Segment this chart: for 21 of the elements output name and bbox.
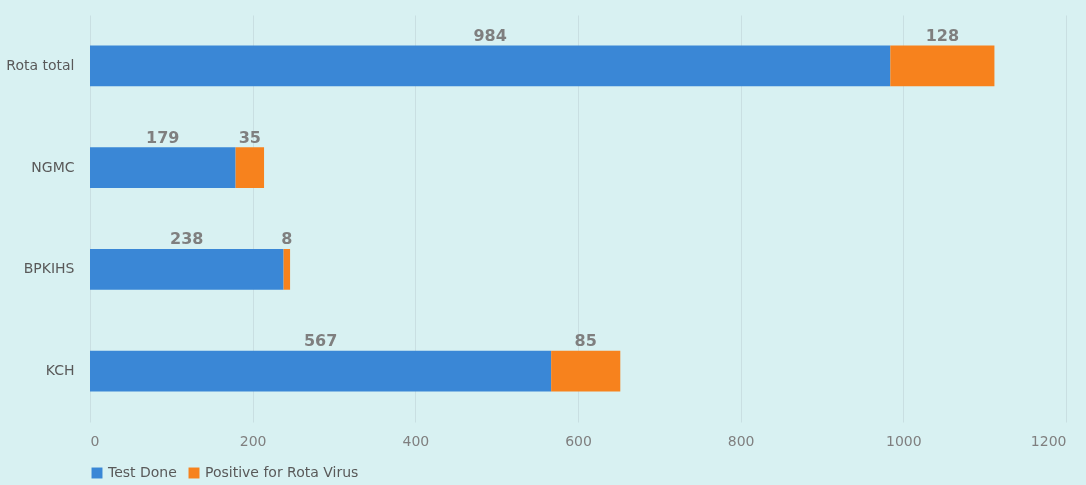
x-tick-label: 800 xyxy=(727,432,755,449)
y-tick-label: BPKIHS xyxy=(23,260,75,277)
x-tick-label: 200 xyxy=(239,432,267,449)
data-label: 8 xyxy=(281,229,293,249)
x-tick-label: 0 xyxy=(90,432,100,449)
data-label: 179 xyxy=(146,127,180,147)
x-tick-label: 1200 xyxy=(1030,432,1067,449)
x-tick-label: 400 xyxy=(402,432,430,449)
y-tick-label: Rota total xyxy=(6,56,75,73)
data-label: 35 xyxy=(238,127,261,147)
data-label: 238 xyxy=(170,229,204,249)
x-tick-label: 1000 xyxy=(886,432,922,449)
data-label: 128 xyxy=(925,25,960,45)
y-tick-label: KCH xyxy=(45,362,75,379)
legend-label: Test Done xyxy=(107,464,177,480)
y-tick-label: NGMC xyxy=(31,158,75,175)
x-tick-label: 600 xyxy=(565,432,592,449)
legend-label: Positive for Rota Virus xyxy=(205,464,359,480)
data-label: 984 xyxy=(473,25,507,45)
data-label: 85 xyxy=(574,331,597,351)
data-label: 567 xyxy=(303,331,338,351)
